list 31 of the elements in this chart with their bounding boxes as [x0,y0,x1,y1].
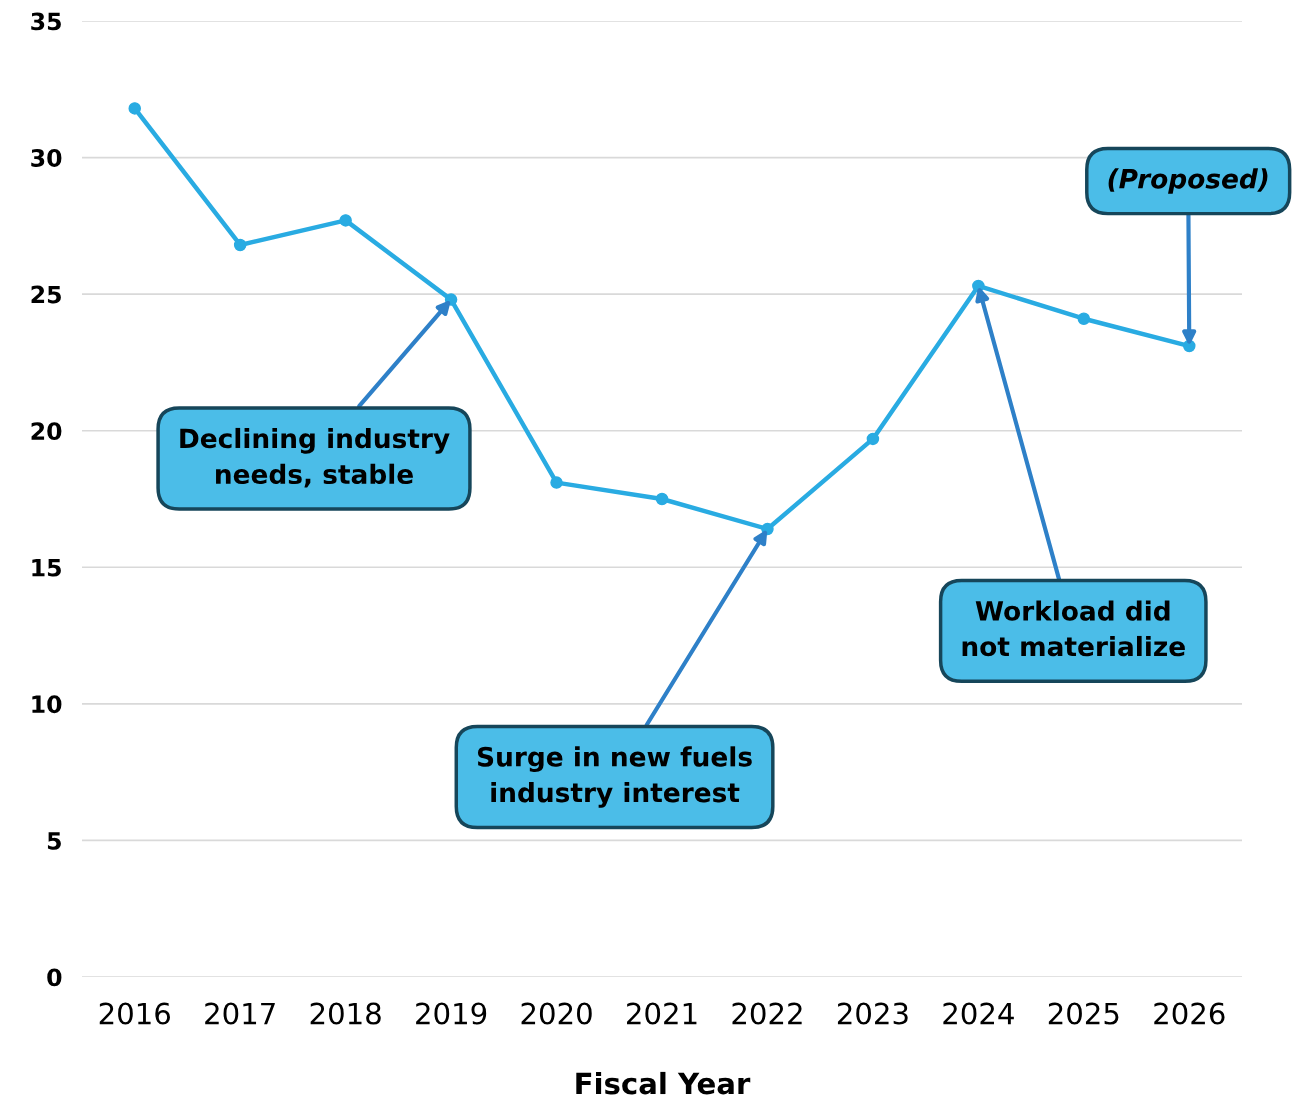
annotation: Declining industry needs, stable [180,427,450,488]
annotation: (Proposed) [1108,168,1268,194]
x-axis-title: Fiscal Year [576,1071,751,1095]
point [550,476,563,489]
y-tick-label: 30 [31,149,62,167]
y-tick-label: 10 [32,695,62,714]
annotation: Workload did not materialize [962,600,1185,657]
x-tick-label: 2016 [99,1002,170,1025]
point [233,238,247,252]
x-tick-label: 2022 [732,1002,802,1025]
y-tick-label: 20 [31,422,62,441]
point [339,214,352,227]
x-tick-label: 2017 [205,1002,275,1025]
annotation: Surge in new fuels industry interest [477,746,752,808]
x-tick-label: 2024 [943,1002,1014,1025]
x-tick-label: 2020 [521,1002,592,1025]
x-tick-label: 2019 [416,1002,487,1025]
point [866,432,880,446]
y-tick-label: 5 [47,832,61,850]
point [128,102,141,115]
point [655,492,669,506]
y-tick-label: 35 [31,12,61,31]
y-tick-label: 0 [47,968,62,987]
x-tick-label: 2026 [1154,1002,1225,1025]
x-tick-label: 2018 [310,1002,381,1025]
y-tick-label: 15 [32,559,61,577]
x-tick-label: 2023 [837,1002,908,1025]
x-tick-label: 2021 [627,1002,697,1025]
y-tick-label: 25 [31,285,61,304]
x-tick-label: 2025 [1048,1002,1119,1025]
point [1077,312,1091,325]
